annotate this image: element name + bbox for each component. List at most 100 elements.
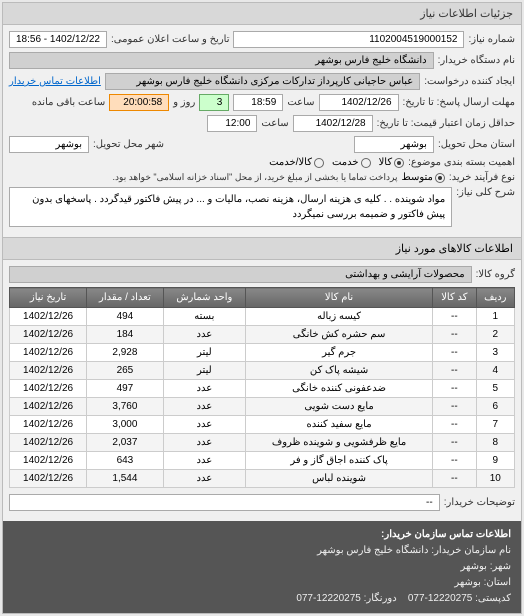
pkg-opt2[interactable]: خدمت [332,157,371,168]
buyer-org-label: نام دستگاه خریدار: [438,55,515,66]
deadline-label: مهلت ارسال پاسخ: تا تاریخ: [403,97,515,108]
days-label: روز و [173,97,195,108]
table-row: 10--شوینده لباسعدد1,5441402/12/26 [10,470,515,488]
delivery-province-label: استان محل تحویل: [438,139,515,150]
pkg-opt3[interactable]: کالا/خدمت [269,157,324,168]
table-cell: لیتر [163,344,245,362]
goods-table: ردیفکد کالانام کالاواحد شمارشتعداد / مقد… [9,287,515,488]
table-cell: 265 [87,362,164,380]
panel-title: جزئیات اطلاعات نیاز [3,3,521,25]
table-cell: 2 [476,326,514,344]
goods-section-title: اطلاعات کالاهای مورد نیاز [3,237,521,260]
table-header: تاریخ نیاز [10,288,87,308]
request-number-value: 1102004519000152 [233,31,464,48]
footer-org-label: نام سازمان خریدار: [431,545,511,556]
table-cell: 1402/12/26 [10,380,87,398]
table-row: 2--سم حشره کش خانگیعدد1841402/12/26 [10,326,515,344]
estimation-note: پرداخت تماما یا بخشی از مبلغ خرید، از مح… [113,172,398,183]
footer-city-label: شهر: [490,561,511,572]
buyer-contact-link[interactable]: اطلاعات تماس خریدار [9,76,101,87]
estimation-label: نوع فرآیند خرید: [449,172,515,183]
delivery-province: بوشهر [354,136,434,153]
table-row: 9--پاک کننده اجاق گاز و فرعدد6431402/12/… [10,452,515,470]
table-cell: عدد [163,470,245,488]
table-cell: بسته [163,308,245,326]
table-cell: عدد [163,398,245,416]
group-label: گروه کالا: [476,269,515,280]
est-opt1[interactable]: متوسط [401,172,444,183]
delivery-city-label: شهر محل تحویل: [93,139,164,150]
table-cell: 2,928 [87,344,164,362]
remaining-label: ساعت باقی مانده [32,97,105,108]
table-cell: 6 [476,398,514,416]
validity-label: حداقل زمان اعتبار قیمت: تا تاریخ: [377,118,515,129]
table-cell: 3,760 [87,398,164,416]
table-cell: 1402/12/26 [10,344,87,362]
table-cell: مایع ظرفشویی و شوینده ظروف [245,434,432,452]
buyer-contact-footer: اطلاعات تماس سازمان خریدار: نام سازمان خ… [3,521,521,613]
validity-time: 12:00 [207,115,257,132]
group-value: محصولات آرایشی و بهداشتی [9,266,472,283]
pkg-opt1-label: کالا [379,157,393,168]
table-row: 1--کیسه زبالهبسته4941402/12/26 [10,308,515,326]
form-body: شماره نیاز: 1102004519000152 تاریخ و ساع… [3,25,521,237]
table-cell: 1,544 [87,470,164,488]
footer-org: دانشگاه خلیج فارس بوشهر [317,545,428,556]
table-cell: -- [433,470,476,488]
radio-icon [435,173,445,183]
details-panel: جزئیات اطلاعات نیاز شماره نیاز: 11020045… [2,2,522,614]
table-cell: 1402/12/26 [10,326,87,344]
table-header: تعداد / مقدار [87,288,164,308]
table-cell: -- [433,416,476,434]
table-cell: شوینده لباس [245,470,432,488]
packaging-radio-group: کالا خدمت کالا/خدمت [269,157,404,168]
table-cell: 3 [476,344,514,362]
table-cell: 2,037 [87,434,164,452]
table-header: واحد شمارش [163,288,245,308]
buyer-desc-label: توضیحات خریدار: [444,497,515,508]
validity-date: 1402/12/28 [293,115,373,132]
table-cell: عدد [163,434,245,452]
table-cell: 184 [87,326,164,344]
announce-datetime-value: 1402/12/22 - 18:56 [9,31,107,48]
table-cell: 3,000 [87,416,164,434]
estimation-radio-group: متوسط [401,172,444,183]
table-cell: 1402/12/26 [10,434,87,452]
table-row: 8--مایع ظرفشویی و شوینده ظروفعدد2,037140… [10,434,515,452]
table-cell: ضدعفونی کننده خانگی [245,380,432,398]
validity-time-label: ساعت [261,118,288,129]
table-cell: -- [433,362,476,380]
table-cell: 8 [476,434,514,452]
buyer-desc-value: -- [9,494,440,511]
table-header: ردیف [476,288,514,308]
radio-icon [361,158,371,168]
buyer-org-value: دانشگاه خلیج فارس بوشهر [9,52,434,69]
announce-datetime-label: تاریخ و ساعت اعلان عمومی: [111,34,230,45]
est-opt1-label: متوسط [401,172,432,183]
pkg-opt2-label: خدمت [332,157,359,168]
table-header: کد کالا [433,288,476,308]
requester-value: عباس حاجیانی کارپرداز تدارکات مرکزی دانش… [105,73,420,90]
footer-title: اطلاعات تماس سازمان خریدار: [381,529,511,540]
table-cell: 1 [476,308,514,326]
table-cell: 497 [87,380,164,398]
table-cell: لیتر [163,362,245,380]
pkg-opt3-label: کالا/خدمت [269,157,312,168]
delivery-city: بوشهر [9,136,89,153]
table-cell: 5 [476,380,514,398]
radio-icon [314,158,324,168]
table-row: 3--جرم گیرلیتر2,9281402/12/26 [10,344,515,362]
table-cell: 10 [476,470,514,488]
table-cell: عدد [163,416,245,434]
pkg-opt1[interactable]: کالا [379,157,405,168]
table-cell: 1402/12/26 [10,452,87,470]
general-terms-label: شرح کلی نیاز: [456,187,515,198]
table-cell: کیسه زباله [245,308,432,326]
table-cell: شیشه پاک کن [245,362,432,380]
deadline-date: 1402/12/26 [319,94,399,111]
table-cell: 1402/12/26 [10,308,87,326]
footer-fax-label: دورنگار: [364,593,397,604]
requester-label: ایجاد کننده درخواست: [424,76,515,87]
deadline-time-label: ساعت [287,97,314,108]
table-cell: مایع دست شویی [245,398,432,416]
